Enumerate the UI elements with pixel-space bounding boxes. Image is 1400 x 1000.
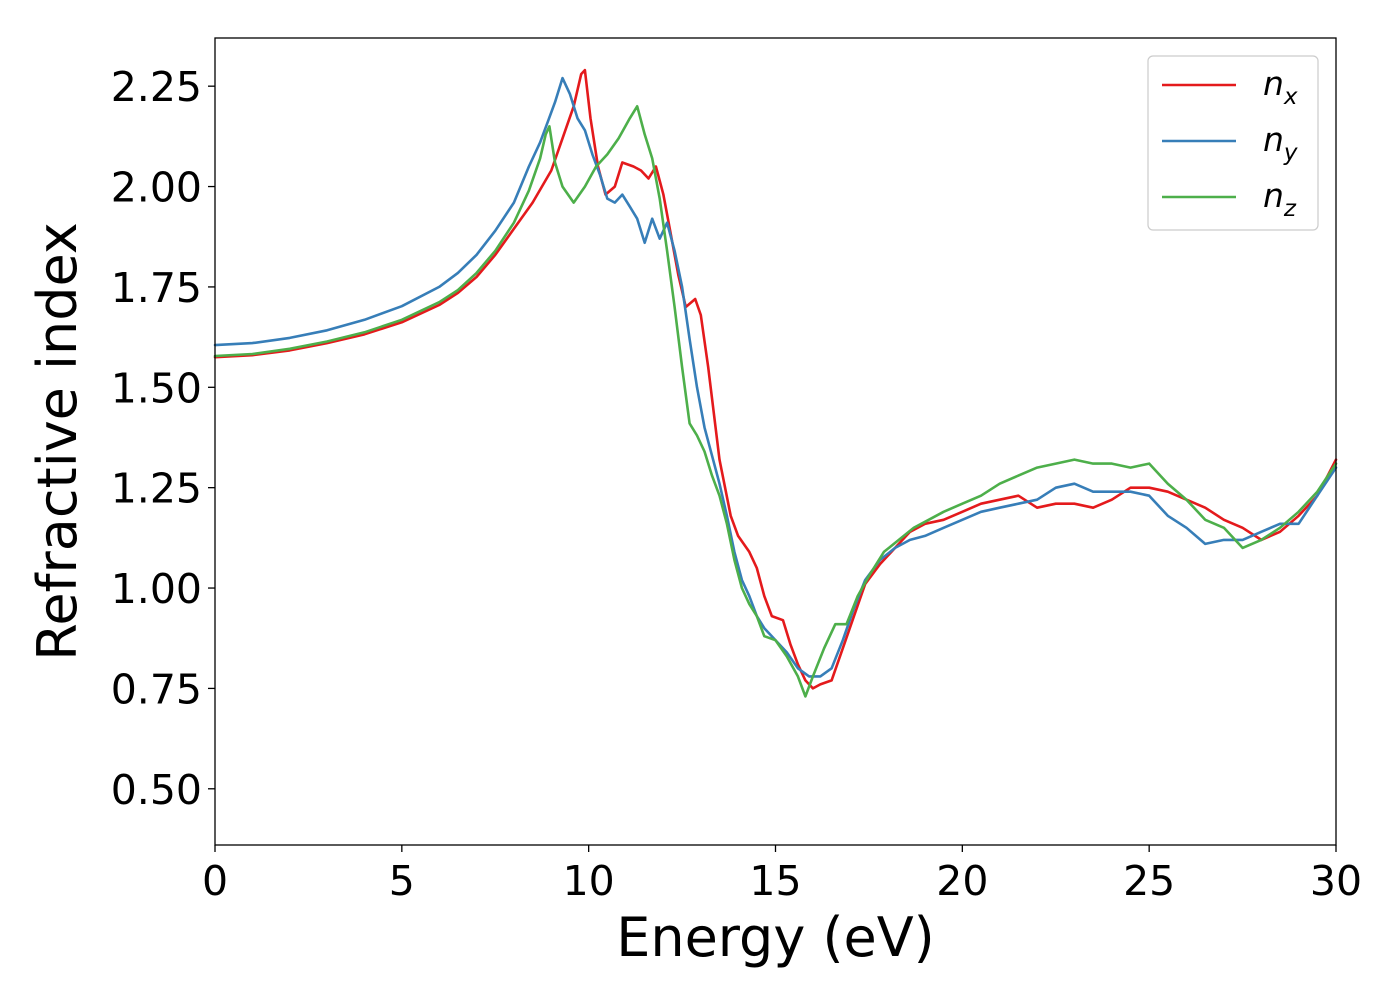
- series-layer: [213, 68, 1338, 698]
- x-axis-title: Energy (eV): [616, 906, 935, 969]
- y-tick-label: 0.50: [111, 766, 202, 814]
- legend-label-z: nz: [1263, 176, 1297, 222]
- legend-box: [1147, 55, 1319, 231]
- y-tick-label: 2.00: [111, 164, 202, 212]
- y-tick-label: 1.00: [111, 565, 202, 613]
- y-axis-ticks: 0.50 0.75 1.00 1.25 1.50 1.75 2.00 2.25: [111, 63, 215, 814]
- legend-label-y: ny: [1263, 120, 1298, 166]
- y-axis-title: Refractive index: [26, 222, 89, 661]
- series-line-x: [213, 68, 1338, 690]
- y-tick-label: 1.75: [111, 264, 202, 312]
- x-tick-label: 20: [936, 857, 988, 905]
- x-tick-label: 10: [563, 857, 615, 905]
- x-tick-label: 15: [749, 857, 801, 905]
- y-tick-label: 0.75: [111, 665, 202, 713]
- x-tick-label: 25: [1123, 857, 1175, 905]
- y-tick-label: 1.50: [111, 364, 202, 412]
- series-line-z: [213, 105, 1338, 698]
- x-tick-label: 5: [389, 857, 415, 905]
- x-tick-label: 30: [1310, 857, 1362, 905]
- legend-label-x: nx: [1263, 64, 1298, 110]
- y-tick-label: 2.25: [111, 63, 202, 111]
- y-tick-label: 1.25: [111, 465, 202, 513]
- x-tick-label: 0: [202, 857, 228, 905]
- legend: nx ny nz: [1147, 55, 1319, 231]
- x-axis-ticks: 0 5 10 15 20 25 30: [202, 845, 1362, 905]
- series-line-y: [213, 76, 1338, 678]
